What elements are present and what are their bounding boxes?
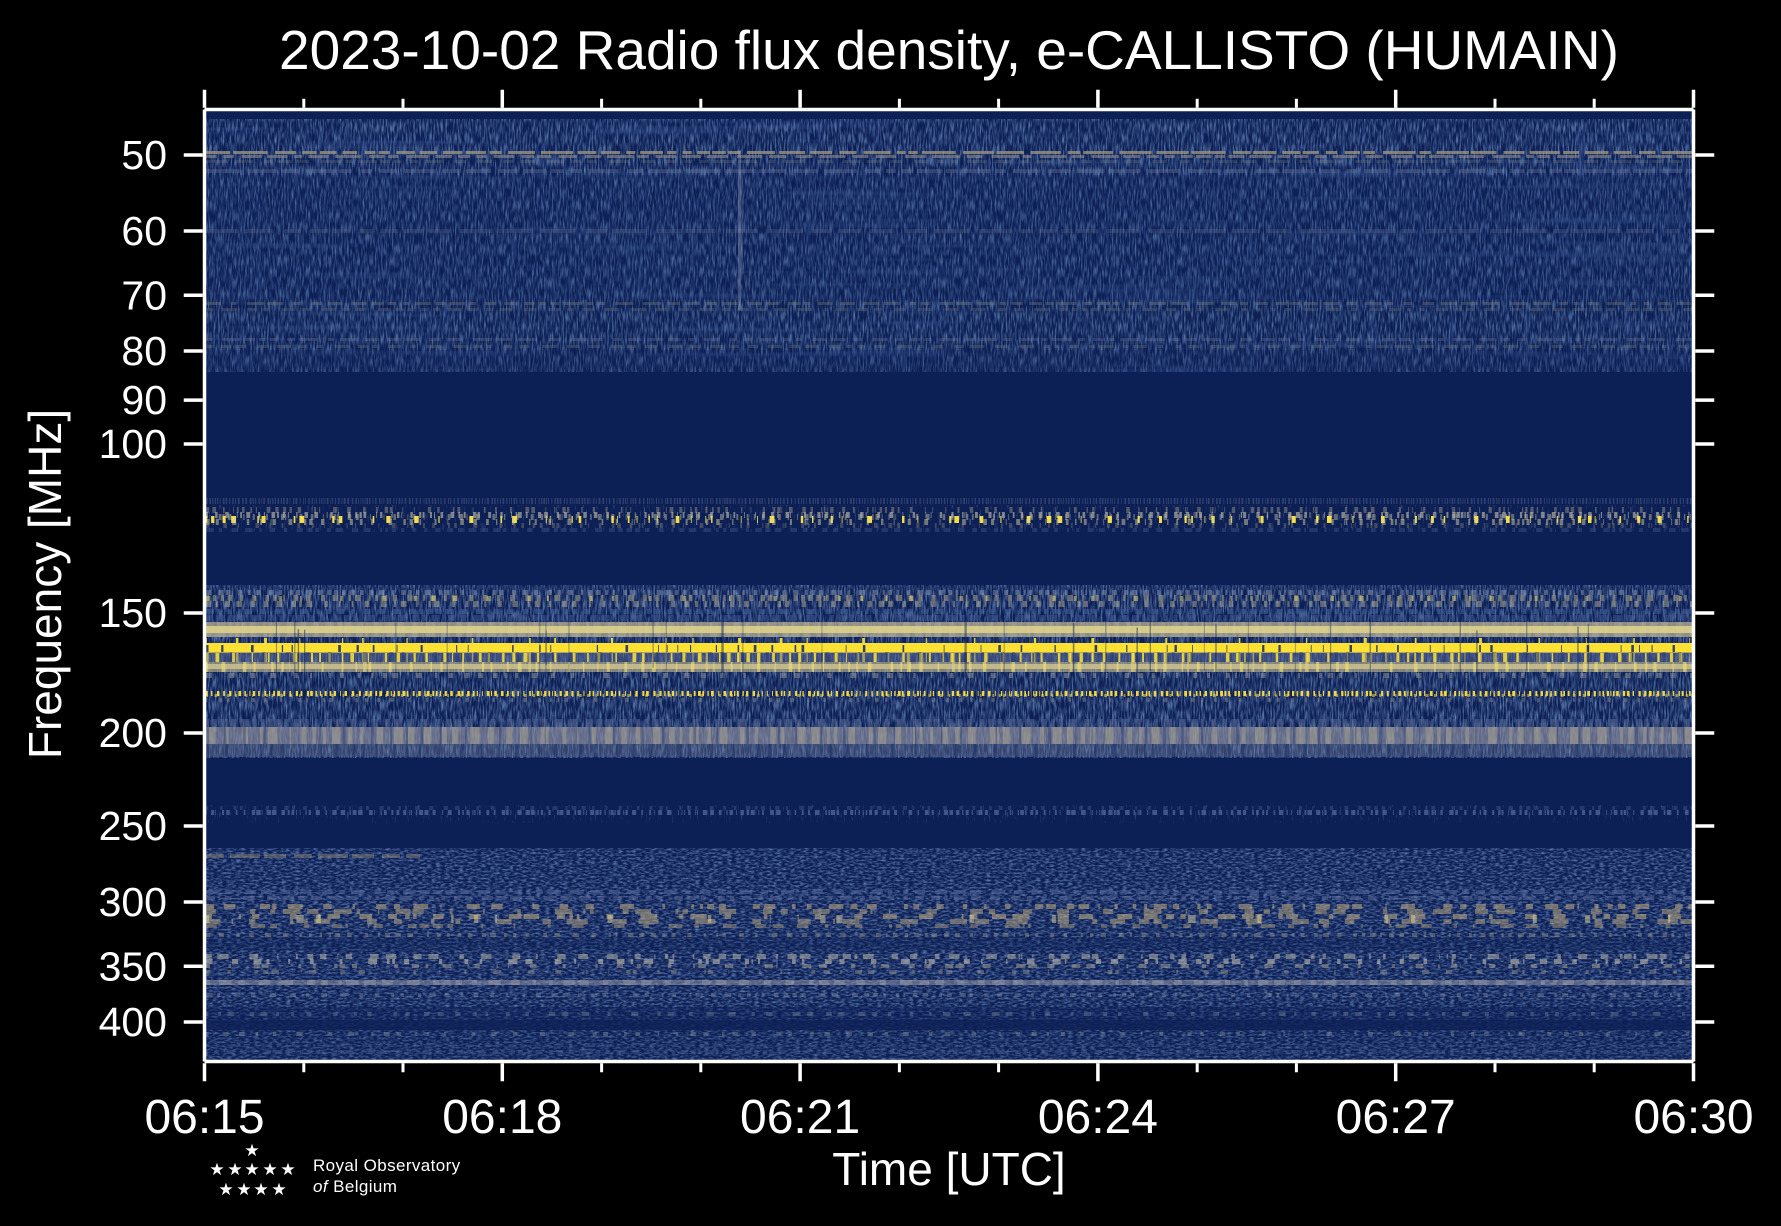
svg-text:80: 80 [121, 328, 167, 374]
svg-text:06:18: 06:18 [442, 1091, 562, 1144]
svg-text:70: 70 [121, 272, 167, 318]
svg-text:60: 60 [121, 208, 167, 254]
svg-text:★: ★ [280, 1160, 295, 1179]
svg-text:50: 50 [121, 132, 167, 178]
svg-text:100: 100 [99, 421, 167, 467]
svg-text:★: ★ [253, 1180, 268, 1199]
svg-text:★: ★ [244, 1160, 259, 1179]
svg-text:06:21: 06:21 [740, 1091, 860, 1144]
svg-text:★: ★ [262, 1160, 277, 1179]
svg-text:90: 90 [121, 377, 167, 423]
svg-text:★: ★ [227, 1160, 242, 1179]
svg-text:06:15: 06:15 [144, 1091, 264, 1144]
svg-text:250: 250 [99, 803, 167, 849]
svg-text:★: ★ [271, 1180, 286, 1199]
svg-text:400: 400 [99, 999, 167, 1045]
svg-text:150: 150 [99, 590, 167, 636]
svg-text:★: ★ [236, 1180, 251, 1199]
svg-text:300: 300 [99, 879, 167, 925]
svg-text:350: 350 [99, 943, 167, 989]
svg-text:2023-10-02 Radio flux density,: 2023-10-02 Radio flux density, e-CALLIST… [279, 19, 1619, 81]
svg-text:06:24: 06:24 [1038, 1091, 1158, 1144]
svg-text:★: ★ [218, 1180, 233, 1199]
svg-text:★: ★ [209, 1160, 224, 1179]
svg-text:Royal Observatory: Royal Observatory [313, 1156, 461, 1175]
svg-text:Time [UTC]: Time [UTC] [832, 1143, 1065, 1195]
svg-text:200: 200 [99, 710, 167, 756]
svg-text:Frequency [MHz]: Frequency [MHz] [19, 409, 71, 759]
svg-text:06:30: 06:30 [1633, 1091, 1753, 1144]
svg-text:★: ★ [244, 1141, 259, 1160]
svg-text:of Belgium: of Belgium [313, 1177, 397, 1196]
svg-text:06:27: 06:27 [1336, 1091, 1456, 1144]
